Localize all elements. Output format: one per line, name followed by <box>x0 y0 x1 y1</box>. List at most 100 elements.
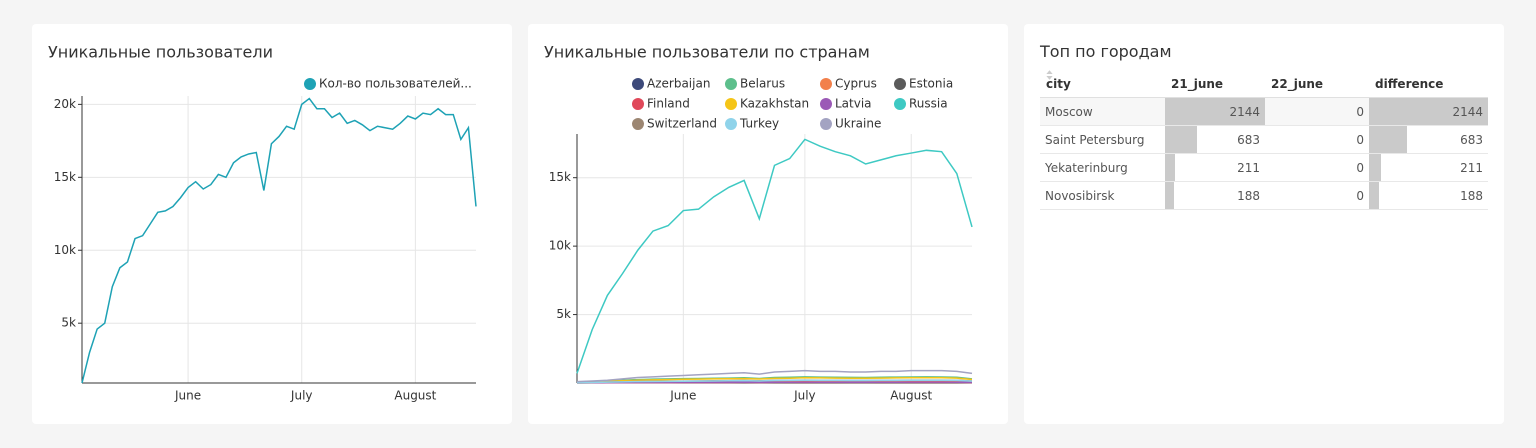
table-cell: Novosibirsk <box>1040 181 1165 210</box>
cell-text: 683 <box>1460 132 1483 147</box>
legend-label: Russia <box>909 97 948 111</box>
table-row: Yekaterinburg 211 0 211 <box>1040 153 1488 182</box>
table-cell: 2144 <box>1165 97 1265 126</box>
cell-text: 2144 <box>1229 104 1260 119</box>
header-label: difference <box>1375 76 1444 91</box>
cell-text: 211 <box>1460 160 1483 175</box>
legend-marker <box>894 98 906 110</box>
cell-text: 188 <box>1237 188 1260 203</box>
x-tick-label: August <box>890 389 932 403</box>
table-cell: 188 <box>1369 181 1488 210</box>
series-line <box>81 97 477 384</box>
chart: Уникальные пользователи по странам 5k 10k 1… <box>544 43 973 403</box>
cell-text: 0 <box>1356 188 1364 203</box>
cell-text: 211 <box>1237 160 1260 175</box>
legend-label: Latvia <box>835 97 872 111</box>
series-line <box>576 377 973 384</box>
sort-icon <box>1046 70 1053 80</box>
legend-label: Ukraine <box>835 117 881 131</box>
legend-label: Cyprus <box>835 77 877 91</box>
cell-text: 188 <box>1460 188 1483 203</box>
y-tick-label: 15k <box>549 170 571 184</box>
chart-title: Уникальные пользователи <box>48 43 273 62</box>
table-cell: 0 <box>1265 97 1369 126</box>
legend-marker <box>725 98 737 110</box>
legend-label: Azerbaijan <box>647 77 710 91</box>
table-cell: 683 <box>1165 125 1265 154</box>
table: city 21_june 22_june difference Moscow 2144 0 2… <box>1040 70 1488 210</box>
cell-text: 2144 <box>1452 104 1483 119</box>
legend-label: Belarus <box>740 77 785 91</box>
legend-marker <box>632 118 644 130</box>
y-tick-label: 5k <box>556 307 571 321</box>
legend-marker <box>725 78 737 90</box>
legend-label: Switzerland <box>647 117 717 131</box>
table-cell: 2144 <box>1369 97 1488 126</box>
x-tick-label: July <box>290 389 313 403</box>
header-label: 22_june <box>1271 76 1324 91</box>
series-line <box>576 369 973 383</box>
table-cell: 211 <box>1369 153 1488 182</box>
chart: Уникальные пользователи 5k 10k 15k 20k June Ju… <box>48 43 477 403</box>
cell-text: 683 <box>1237 132 1260 147</box>
legend-marker <box>820 118 832 130</box>
series-line <box>576 138 973 374</box>
table-cell: 188 <box>1165 181 1265 210</box>
y-tick-label: 10k <box>549 239 571 253</box>
legend-marker <box>820 78 832 90</box>
cell-text: 0 <box>1356 160 1364 175</box>
table-cell: Saint Petersburg <box>1040 125 1165 154</box>
card: Топ по городам city 21_june 22_june differe… <box>1024 24 1504 424</box>
data-bar <box>1165 98 1265 125</box>
column-header[interactable]: city <box>1040 70 1165 98</box>
x-tick-label: July <box>793 389 816 403</box>
cell-text: Moscow <box>1045 104 1093 119</box>
x-tick-label: August <box>394 389 436 403</box>
table-cell: 0 <box>1265 153 1369 182</box>
chart-title: Уникальные пользователи по странам <box>544 43 870 62</box>
table-cell: 0 <box>1265 125 1369 154</box>
column-header[interactable]: 21_june <box>1046 70 1265 98</box>
table-cell: Moscow <box>1040 97 1165 126</box>
legend-marker <box>304 78 316 90</box>
cell-text: Novosibirsk <box>1045 188 1115 203</box>
legend-label: Estonia <box>909 77 953 91</box>
data-bar <box>1165 182 1174 209</box>
header-label: 21_june <box>1171 76 1224 91</box>
x-tick-label: June <box>174 389 201 403</box>
column-header[interactable]: 22_june <box>1046 70 1369 98</box>
table-cell: 211 <box>1165 153 1265 182</box>
data-bar <box>1165 154 1175 181</box>
legend-marker <box>725 118 737 130</box>
y-tick-label: 5k <box>61 316 76 330</box>
card: Уникальные пользователи 5k 10k 15k 20k June Ju… <box>32 24 512 424</box>
legend-label: Kazakhstan <box>740 97 809 111</box>
data-bar <box>1369 98 1488 125</box>
y-tick-label: 15k <box>54 170 76 184</box>
table-row: Novosibirsk 188 0 188 <box>1040 181 1488 210</box>
cell-text: Saint Petersburg <box>1045 132 1145 147</box>
table-row: Saint Petersburg 683 0 683 <box>1040 125 1488 154</box>
data-bar <box>1369 126 1407 153</box>
x-tick-label: June <box>669 389 696 403</box>
series-line <box>576 379 973 384</box>
table-cell: Yekaterinburg <box>1040 153 1165 182</box>
cell-text: 0 <box>1356 132 1364 147</box>
legend-label: Turkey <box>739 117 779 131</box>
y-tick-label: 10k <box>54 243 76 257</box>
legend-marker <box>632 78 644 90</box>
column-header[interactable]: difference <box>1046 70 1488 98</box>
card: Уникальные пользователи по странам 5k 10k 1… <box>528 24 1008 424</box>
table-row: Moscow 2144 0 2144 <box>1040 97 1488 126</box>
legend-marker <box>632 98 644 110</box>
table-title: Топ по городам <box>1040 42 1172 61</box>
legend-marker <box>820 98 832 110</box>
cell-text: Yekaterinburg <box>1045 160 1128 175</box>
table-cell: 683 <box>1369 125 1488 154</box>
legend-label: Кол-во пользователей... <box>319 77 472 91</box>
legend-marker <box>894 78 906 90</box>
data-bar <box>1369 154 1381 181</box>
table-cell: 0 <box>1265 181 1369 210</box>
series-line <box>576 381 973 384</box>
